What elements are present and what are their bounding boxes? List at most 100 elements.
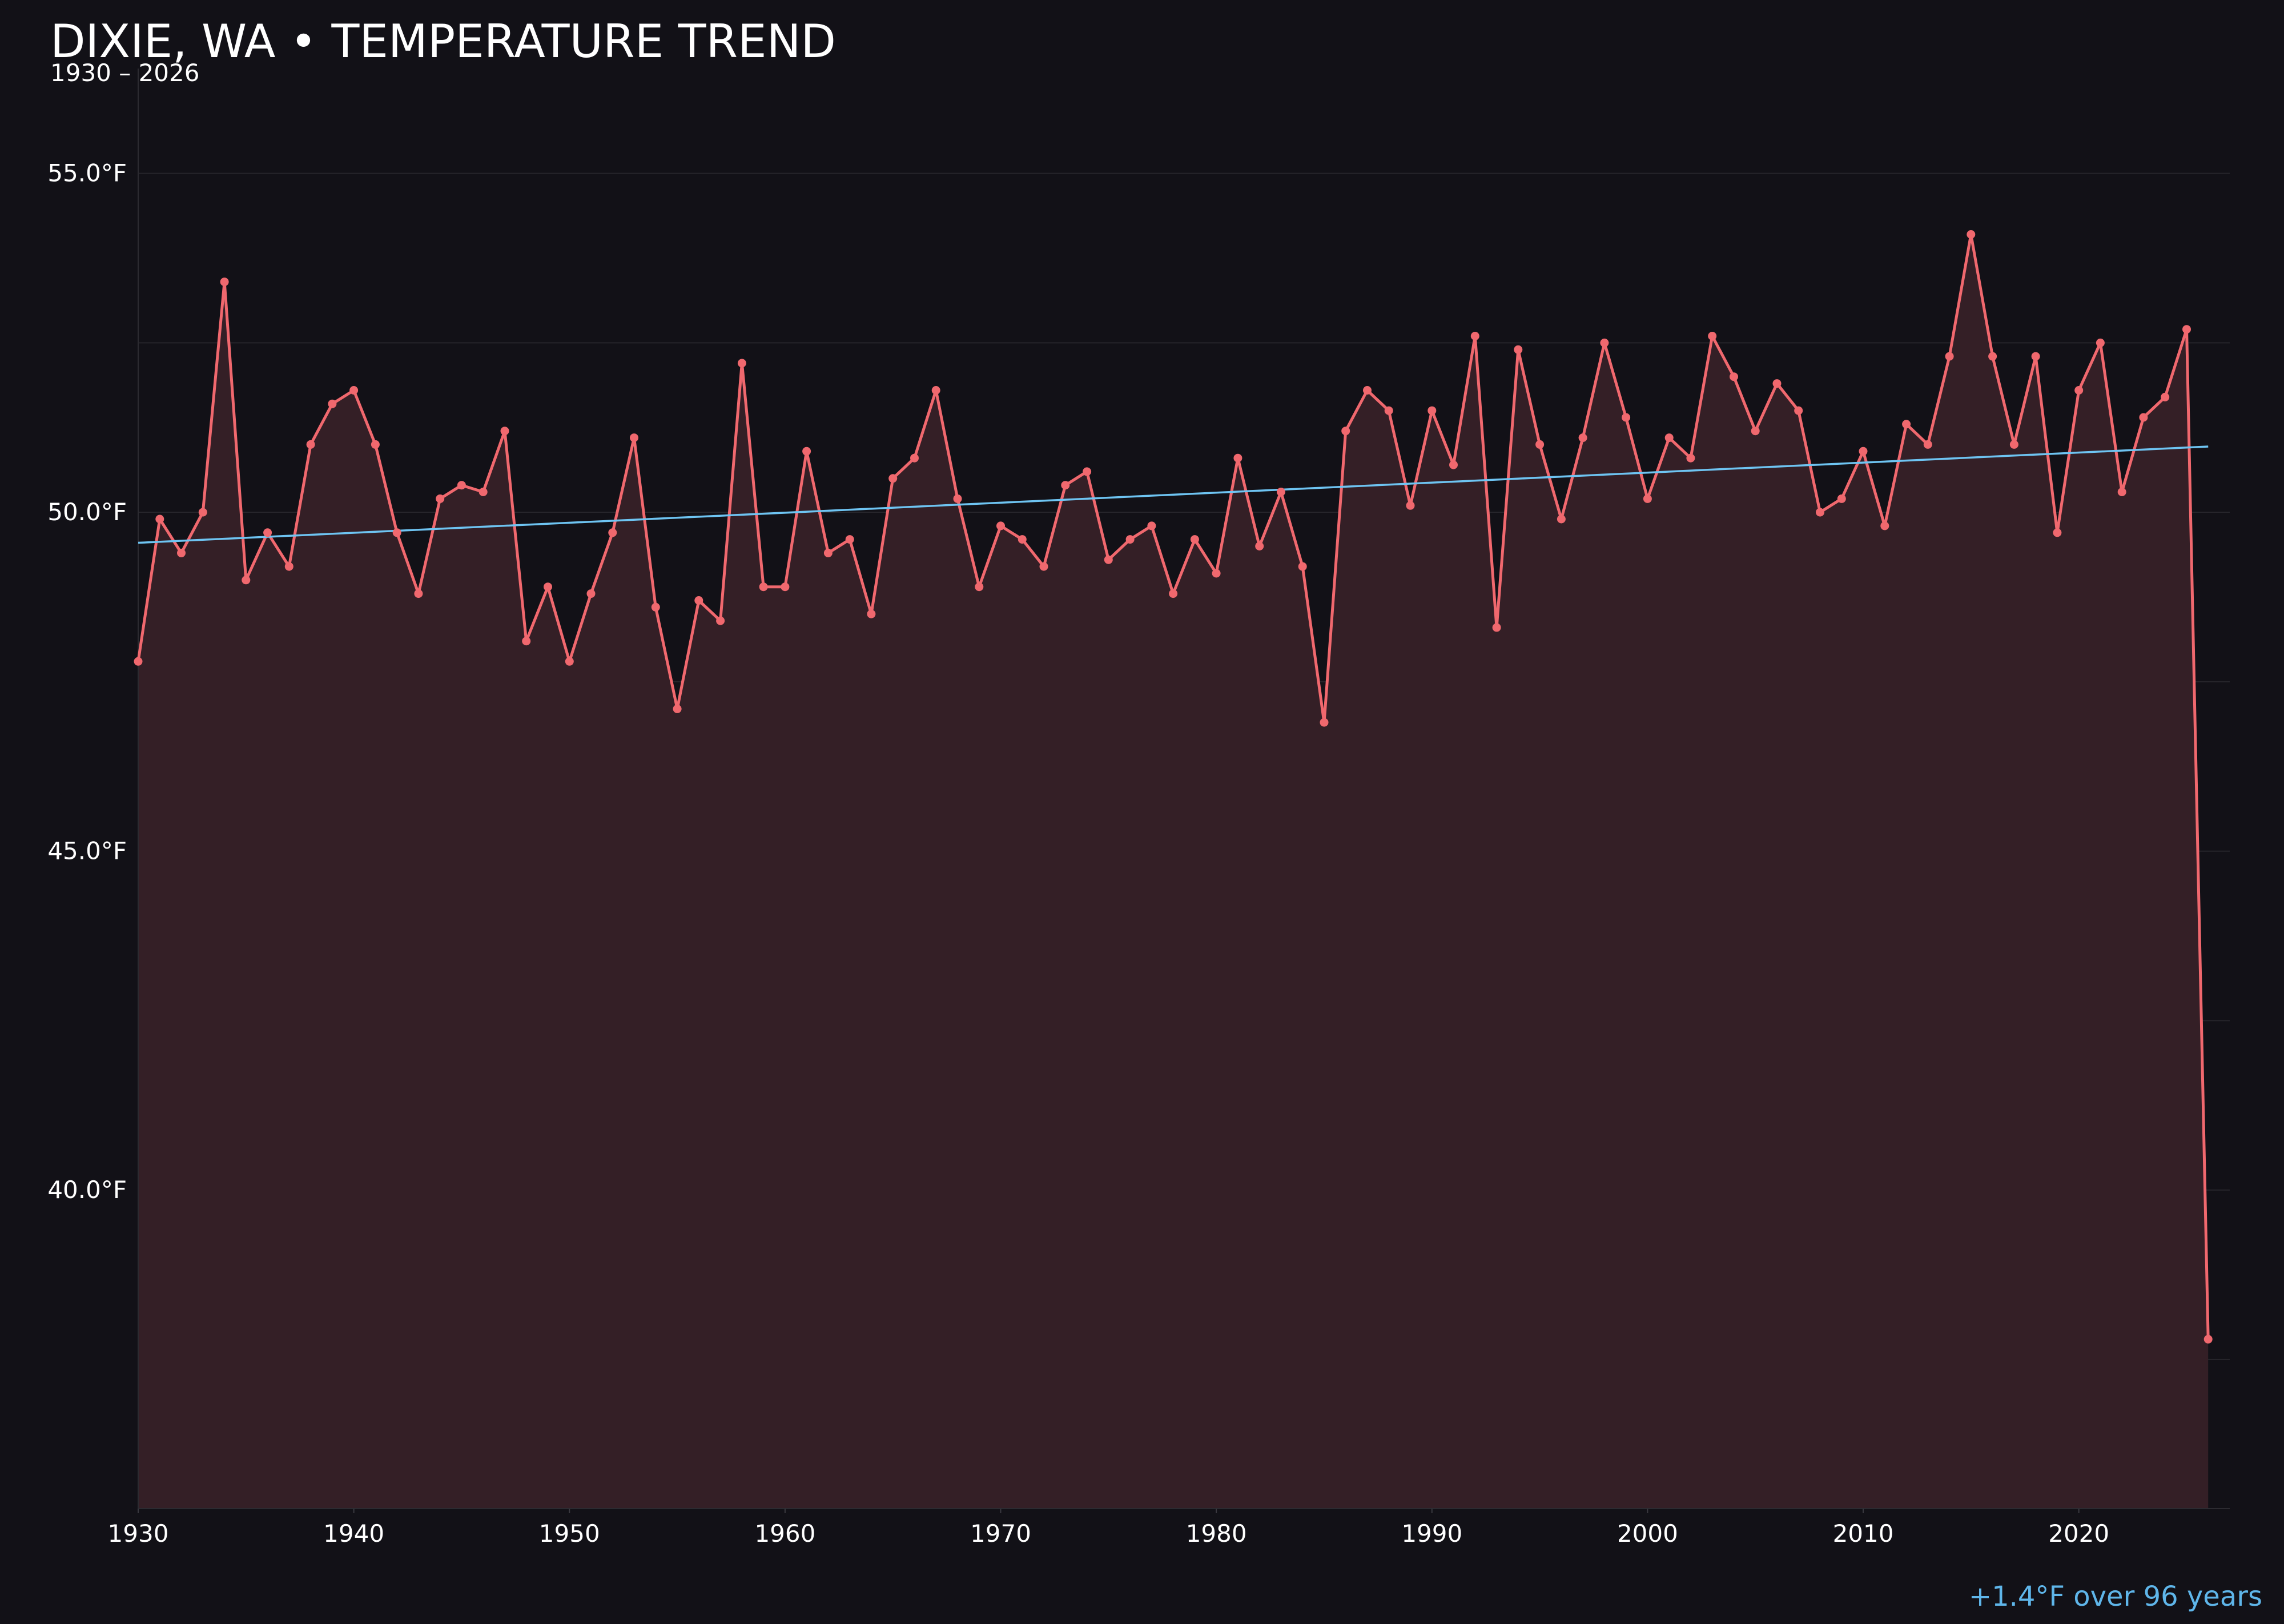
data-point — [1643, 494, 1652, 503]
data-point — [802, 447, 811, 456]
data-point — [737, 359, 746, 368]
y-tick-label: 40.0°F — [47, 1176, 127, 1204]
data-point — [1406, 501, 1415, 510]
data-point — [414, 589, 423, 598]
data-point — [544, 582, 552, 592]
x-tick-label: 1990 — [1401, 1520, 1462, 1547]
data-point — [2182, 325, 2191, 334]
data-point — [1147, 521, 1156, 530]
data-point — [2031, 352, 2040, 361]
data-point — [198, 508, 207, 517]
data-point — [1255, 542, 1264, 550]
chart-subtitle: 1930 – 2026 — [50, 59, 199, 87]
data-point — [608, 528, 617, 537]
data-point — [823, 548, 833, 557]
x-axis-ticks: 1930 1940 1950 1960 1970 1980 1990 2000 2010 2020 — [108, 1509, 2109, 1547]
data-point — [1945, 352, 1954, 361]
data-point — [1664, 433, 1674, 443]
data-point — [1514, 345, 1523, 354]
y-tick-label: 55.0°F — [47, 159, 127, 187]
data-point — [522, 637, 531, 646]
data-point — [2096, 338, 2105, 347]
data-point — [888, 474, 898, 483]
data-point — [1276, 488, 1285, 496]
data-point — [1320, 718, 1329, 727]
x-tick-label: 2020 — [2048, 1520, 2109, 1547]
data-point — [953, 494, 962, 503]
data-point — [2139, 413, 2148, 422]
data-point — [1622, 413, 1631, 422]
data-point — [2117, 488, 2126, 496]
temperature-area-fill — [138, 234, 2209, 1509]
data-point — [845, 535, 854, 544]
data-point — [1363, 386, 1372, 395]
data-point — [1837, 494, 1846, 503]
data-point — [2009, 440, 2018, 449]
data-point — [565, 657, 574, 666]
data-point — [1859, 447, 1868, 456]
data-point — [1212, 569, 1221, 578]
data-point — [1967, 230, 1976, 239]
data-point — [2053, 528, 2062, 537]
data-point — [1880, 521, 1889, 530]
data-point — [1751, 427, 1760, 436]
data-point — [1083, 467, 1092, 476]
data-point — [177, 548, 186, 557]
data-point — [1902, 420, 1911, 429]
data-point — [263, 528, 272, 537]
data-point — [328, 399, 337, 408]
chart-title: DIXIE, WA • TEMPERATURE TREND — [50, 15, 836, 68]
data-point — [673, 704, 682, 713]
data-point — [155, 514, 164, 524]
data-point — [1470, 332, 1479, 340]
data-point — [1341, 427, 1350, 436]
data-point — [500, 427, 509, 436]
data-point — [2161, 392, 2170, 401]
data-point — [1578, 433, 1587, 443]
x-tick-label: 1980 — [1186, 1520, 1247, 1547]
y-axis-ticks: 40.0°F 45.0°F 50.0°F 55.0°F — [47, 159, 127, 1204]
data-point — [349, 386, 359, 395]
data-point — [134, 657, 143, 666]
data-point — [1686, 453, 1695, 463]
trend-line — [138, 445, 2209, 544]
data-point — [220, 278, 229, 287]
data-point — [1039, 562, 1048, 571]
data-point — [1233, 453, 1242, 463]
data-point — [1535, 440, 1545, 449]
data-point — [1772, 379, 1782, 388]
data-point — [1600, 338, 1609, 347]
data-point — [975, 582, 984, 592]
data-point — [284, 562, 293, 571]
data-point — [1427, 406, 1437, 415]
data-point — [1816, 508, 1824, 517]
data-point — [1730, 372, 1738, 381]
data-point — [651, 602, 660, 612]
data-point — [1104, 555, 1113, 564]
data-point — [371, 440, 380, 449]
x-tick-label: 1970 — [970, 1520, 1031, 1547]
data-point — [1061, 481, 1070, 490]
data-point — [1492, 623, 1501, 632]
data-point — [1708, 332, 1717, 340]
data-point — [392, 528, 401, 537]
data-point — [436, 494, 445, 503]
x-tick-label: 1950 — [539, 1520, 600, 1547]
data-point — [781, 582, 790, 592]
data-point — [716, 616, 725, 625]
data-point — [867, 609, 876, 618]
data-point — [478, 488, 488, 496]
x-tick-label: 2010 — [1833, 1520, 1894, 1547]
data-point — [1557, 514, 1566, 524]
data-point — [242, 576, 251, 585]
x-tick-label: 1940 — [323, 1520, 384, 1547]
data-point — [1988, 352, 1997, 361]
data-points — [134, 230, 2213, 1344]
data-point — [1384, 406, 1393, 415]
x-tick-label: 2000 — [1617, 1520, 1678, 1547]
y-tick-label: 50.0°F — [47, 498, 127, 526]
data-point — [630, 433, 638, 443]
data-point — [586, 589, 596, 598]
